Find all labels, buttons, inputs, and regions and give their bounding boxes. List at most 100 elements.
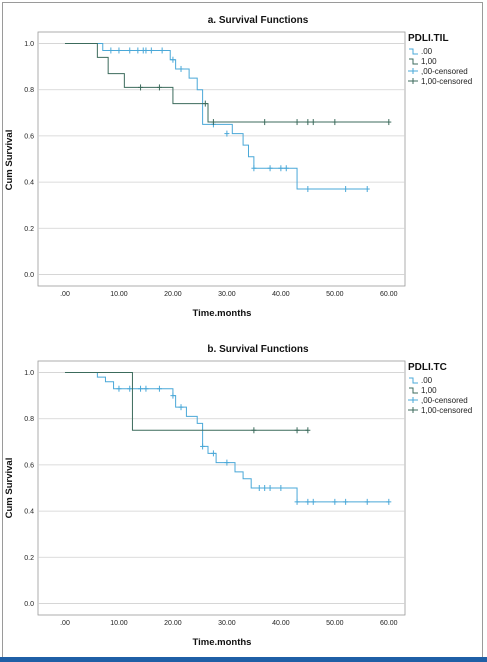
y-tick-label: 0.6 — [24, 133, 34, 140]
x-tick-label: 20.00 — [164, 291, 182, 298]
y-tick-label: 1.0 — [24, 370, 34, 377]
censored-mark — [138, 385, 144, 392]
x-tick-label: 50.00 — [326, 291, 344, 298]
bottom-accent-bar — [0, 657, 487, 662]
censored-mark — [294, 498, 300, 505]
censored-mark — [262, 119, 268, 126]
censored-mark — [143, 385, 149, 392]
legend-item: 1,00 — [409, 57, 437, 66]
chart-a-ylabel: Cum Survival — [4, 130, 15, 191]
censored-mark — [116, 47, 122, 54]
censored-mark — [332, 119, 338, 126]
legend-item: 1,00 — [409, 386, 437, 395]
chart-b-ylabel: Cum Survival — [4, 458, 15, 519]
censored-mark — [332, 498, 338, 505]
y-tick-label: 1.0 — [24, 41, 34, 48]
chart-b-plot-frame — [37, 360, 406, 616]
legend-label: ,00-censored — [421, 67, 468, 76]
y-tick-label: 0.4 — [24, 180, 34, 187]
censored-mark — [267, 485, 273, 491]
x-tick-label: 10.00 — [110, 620, 128, 627]
censored-mark — [251, 165, 257, 172]
chart-b-xlabel: Time.months — [193, 637, 252, 648]
legend-item: ,00-censored — [408, 67, 468, 76]
censored-mark — [148, 47, 154, 54]
censored-mark — [170, 56, 176, 63]
x-tick-label: .00 — [60, 620, 70, 627]
censored-mark — [343, 498, 349, 505]
legend-label: 1,00 — [421, 57, 437, 66]
chart-a-legend-title: PDLI.TIL — [408, 33, 449, 44]
chart-a-xlabel: Time.months — [193, 308, 252, 319]
legend-item: 1,00-censored — [408, 406, 472, 415]
legend-label: .00 — [421, 376, 433, 385]
y-tick-label: 0.4 — [24, 509, 34, 516]
x-tick-label: 60.00 — [380, 291, 398, 298]
censored-mark — [116, 385, 122, 392]
legend-label: ,00-censored — [421, 396, 468, 405]
legend-item: .00 — [409, 47, 433, 56]
censored-mark — [135, 47, 141, 54]
censored-mark — [262, 485, 268, 491]
censored-mark — [267, 165, 273, 172]
censored-mark — [294, 427, 300, 434]
series-line-group-1 — [64, 372, 308, 431]
censored-mark — [310, 498, 316, 505]
censored-mark — [294, 119, 300, 126]
censored-mark — [343, 186, 349, 193]
censored-mark — [159, 47, 165, 54]
x-tick-label: 10.00 — [110, 291, 128, 298]
censored-mark — [127, 47, 133, 54]
legend-item: .00 — [409, 376, 433, 385]
censored-mark — [251, 427, 257, 434]
legend-label: 1,00-censored — [421, 406, 472, 415]
y-tick-label: 0.0 — [24, 272, 34, 279]
y-tick-label: 0.2 — [24, 555, 34, 562]
x-tick-label: 40.00 — [272, 291, 290, 298]
censored-mark — [364, 186, 370, 193]
censored-mark — [170, 392, 176, 399]
y-tick-label: 0.0 — [24, 601, 34, 608]
censored-mark — [143, 47, 149, 54]
censored-mark — [138, 84, 144, 91]
series-line-group-0 — [64, 372, 389, 503]
x-tick-label: 30.00 — [218, 291, 236, 298]
figure-frame — [2, 2, 483, 658]
censored-mark — [224, 459, 230, 466]
x-tick-label: 20.00 — [164, 620, 182, 627]
censored-mark — [386, 119, 392, 126]
legend-label: .00 — [421, 47, 433, 56]
censored-mark — [210, 450, 216, 457]
censored-mark — [156, 385, 162, 392]
legend-item: 1,00-censored — [408, 77, 472, 86]
censored-mark — [210, 119, 216, 126]
censored-mark — [305, 427, 311, 434]
censored-mark — [156, 84, 162, 91]
legend-label: 1,00-censored — [421, 77, 472, 86]
censored-mark — [305, 186, 311, 193]
chart-b-title: b. Survival Functions — [207, 344, 309, 355]
censored-mark — [386, 498, 392, 505]
censored-mark — [108, 47, 114, 54]
chart-b: b. Survival Functions 0.0 0.2 0.4 0.6 0.8 1.0… — [4, 344, 472, 648]
censored-mark — [310, 119, 316, 126]
x-tick-label: 50.00 — [326, 620, 344, 627]
censored-mark — [224, 130, 230, 137]
censored-mark — [364, 498, 370, 505]
censored-mark — [202, 100, 208, 107]
x-tick-label: 60.00 — [380, 620, 398, 627]
censored-mark — [305, 119, 311, 126]
y-tick-label: 0.2 — [24, 226, 34, 233]
x-tick-label: 40.00 — [272, 620, 290, 627]
censored-mark — [178, 65, 184, 72]
series-line-group-1 — [64, 43, 389, 123]
chart-b-legend-title: PDLI.TC — [408, 362, 447, 373]
chart-a-plot-frame — [37, 31, 406, 287]
y-tick-label: 0.6 — [24, 462, 34, 469]
y-tick-label: 0.8 — [24, 416, 34, 423]
legend-item: ,00-censored — [408, 396, 468, 405]
legend-label: 1,00 — [421, 386, 437, 395]
